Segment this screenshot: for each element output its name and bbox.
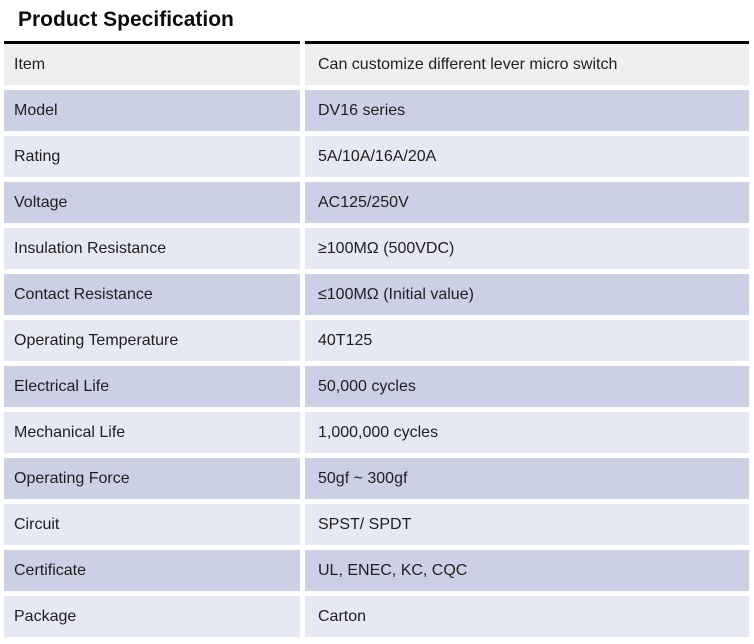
table-row: Operating Temperature 40T125 <box>4 320 749 361</box>
spec-value-cell: 50gf ~ 300gf <box>305 458 749 499</box>
spec-value-cell: AC125/250V <box>305 182 749 223</box>
spec-value-cell: Can customize different lever micro swit… <box>305 41 749 85</box>
spec-value-cell: UL, ENEC, KC, CQC <box>305 550 749 591</box>
spec-label-cell: Circuit <box>4 504 300 545</box>
table-row: Circuit SPST/ SPDT <box>4 504 749 545</box>
spec-value-cell: 1,000,000 cycles <box>305 412 749 453</box>
table-row: Contact Resistance ≤100MΩ (Initial value… <box>4 274 749 315</box>
spec-value-cell: DV16 series <box>305 90 749 131</box>
spec-label-cell: Voltage <box>4 182 300 223</box>
spec-label-cell: Electrical Life <box>4 366 300 407</box>
table-row: Voltage AC125/250V <box>4 182 749 223</box>
spec-label-cell: Package <box>4 596 300 637</box>
table-row: Package Carton <box>4 596 749 637</box>
spec-value-cell: ≥100MΩ (500VDC) <box>305 228 749 269</box>
table-row: Item Can customize different lever micro… <box>4 41 749 85</box>
spec-label-cell: Model <box>4 90 300 131</box>
spec-label-cell: Certificate <box>4 550 300 591</box>
spec-value-cell: SPST/ SPDT <box>305 504 749 545</box>
spec-value-cell: 5A/10A/16A/20A <box>305 136 749 177</box>
spec-label-cell: Item <box>4 41 300 85</box>
specification-table: Item Can customize different lever micro… <box>4 41 749 637</box>
spec-label-cell: Insulation Resistance <box>4 228 300 269</box>
table-row: Insulation Resistance ≥100MΩ (500VDC) <box>4 228 749 269</box>
spec-label-cell: Mechanical Life <box>4 412 300 453</box>
table-row: Model DV16 series <box>4 90 749 131</box>
table-row: Rating 5A/10A/16A/20A <box>4 136 749 177</box>
page-title: Product Specification <box>18 8 234 31</box>
table-row: Mechanical Life 1,000,000 cycles <box>4 412 749 453</box>
spec-label-cell: Operating Force <box>4 458 300 499</box>
spec-value-cell: ≤100MΩ (Initial value) <box>305 274 749 315</box>
table-row: Electrical Life 50,000 cycles <box>4 366 749 407</box>
spec-value-cell: 40T125 <box>305 320 749 361</box>
spec-label-cell: Operating Temperature <box>4 320 300 361</box>
spec-label-cell: Contact Resistance <box>4 274 300 315</box>
spec-label-cell: Rating <box>4 136 300 177</box>
table-row: Certificate UL, ENEC, KC, CQC <box>4 550 749 591</box>
table-row: Operating Force 50gf ~ 300gf <box>4 458 749 499</box>
spec-value-cell: 50,000 cycles <box>305 366 749 407</box>
spec-value-cell: Carton <box>305 596 749 637</box>
